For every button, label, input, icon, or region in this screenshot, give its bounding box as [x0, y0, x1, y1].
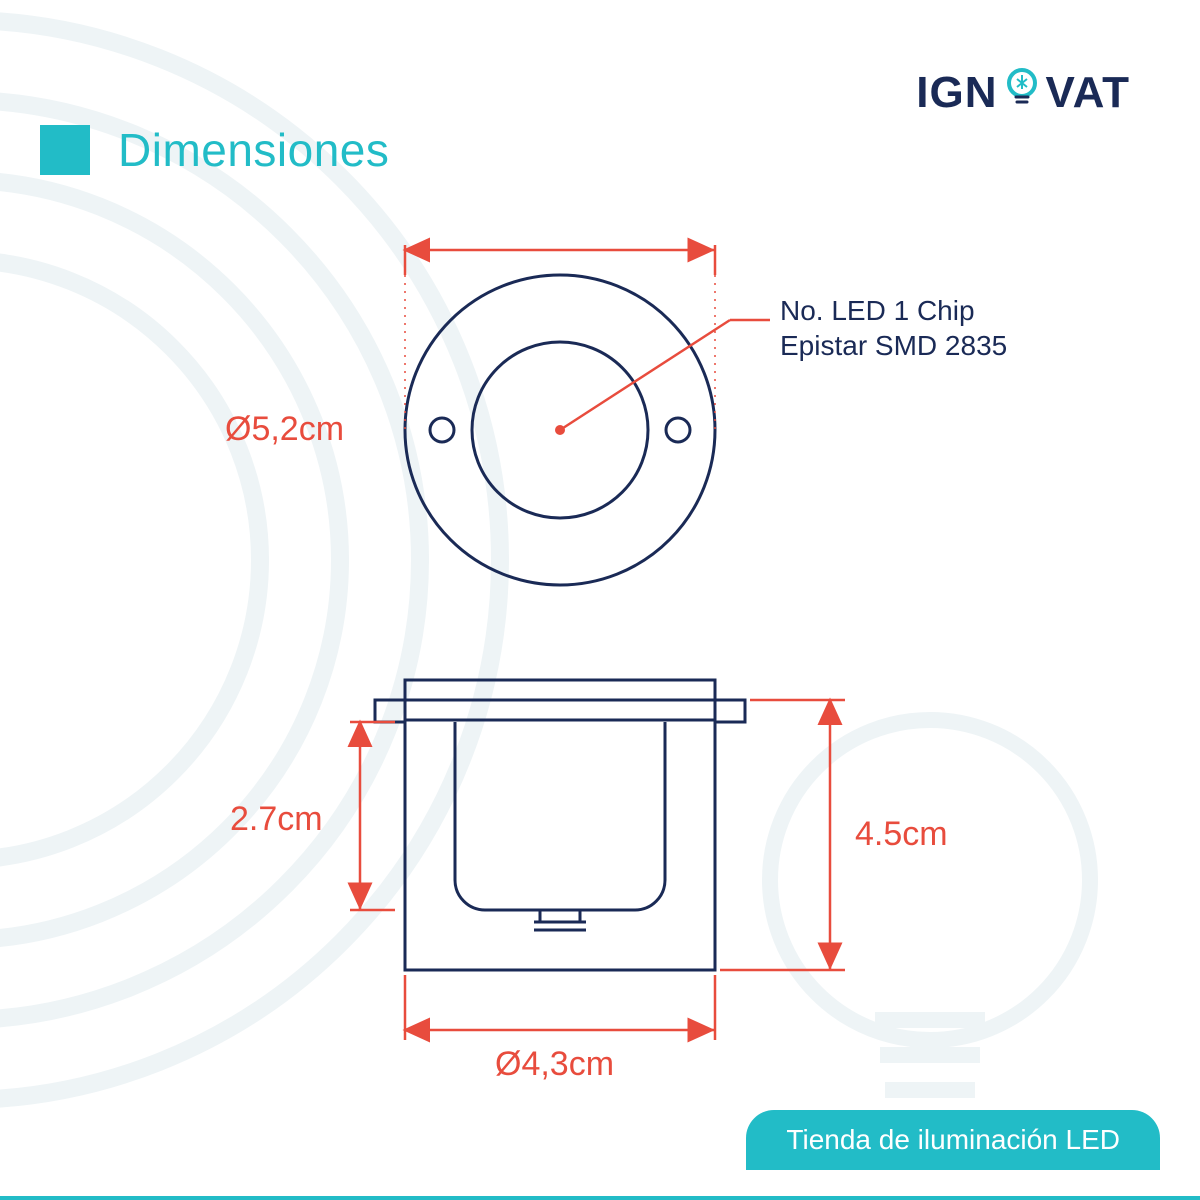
note-line2: Epistar SMD 2835 [780, 330, 1007, 361]
note-line1: No. LED 1 Chip [780, 295, 975, 326]
side-view [375, 680, 745, 970]
technical-drawing: No. LED 1 Chip Epistar SMD 2835 Ø5,2cm [0, 0, 1200, 1200]
label-diameter-bottom: Ø4,3cm [495, 1045, 614, 1083]
label-height-outer: 4.5cm [855, 815, 948, 853]
label-height-inner: 2.7cm [230, 800, 323, 838]
dim-diameter-top [405, 245, 715, 430]
mount-hole-left [430, 418, 454, 442]
page: Dimensiones IGN VAT [0, 0, 1200, 1200]
dim-height-inner [350, 722, 395, 910]
led-callout [560, 320, 770, 430]
dim-height-outer [720, 700, 845, 970]
footer-accent-bar [0, 1196, 1200, 1200]
mount-hole-right [666, 418, 690, 442]
footer-tagline: Tienda de iluminación LED [746, 1110, 1160, 1170]
dim-diameter-bottom [405, 975, 715, 1040]
label-diameter-top: Ø5,2cm [225, 410, 344, 448]
